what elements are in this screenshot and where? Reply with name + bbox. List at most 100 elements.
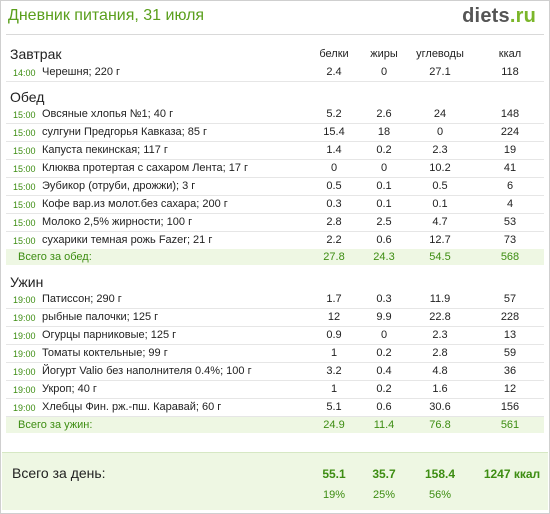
- meal-entry-row[interactable]: 15:00 Клюква протертая с сахаром Лента; 1…: [6, 160, 544, 178]
- dinner-total-label: Всего за ужин:: [18, 419, 93, 431]
- lunch-total-label: Всего за обед:: [18, 251, 92, 263]
- meal-entry-row[interactable]: 15:00 сухарики темная рожь Fazer; 21 г 2.2…: [6, 232, 544, 250]
- entry-name: Патиссон; 290 г: [42, 293, 122, 305]
- entry-protein: 5.2: [326, 108, 342, 120]
- entry-fat: 0.4: [376, 365, 392, 377]
- entry-protein: 0: [330, 162, 338, 174]
- entry-name: Огурцы парниковые; 125 г: [42, 329, 177, 341]
- entry-protein: 12: [327, 311, 341, 323]
- entry-carbs: 10.2: [429, 162, 451, 174]
- entry-name: сухарики темная рожь Fazer; 21 г: [42, 234, 213, 246]
- meal-entry-row[interactable]: 19:00 Укроп; 40 г 1 0.2 1.6 12: [6, 381, 544, 399]
- meal-entry-row[interactable]: 15:00 Овсяные хлопья №1; 40 г 5.2 2.6 24 148: [6, 106, 544, 124]
- entry-kcal: 12: [503, 383, 517, 395]
- meal-entry-row[interactable]: 15:00 Молоко 2,5% жирности; 100 г 2.8 2.5 4.…: [6, 214, 544, 232]
- entry-protein: 0.9: [326, 329, 342, 341]
- entry-fat: 0: [380, 66, 388, 78]
- entry-fat: 0: [380, 162, 388, 174]
- entry-fat: 18: [377, 126, 391, 138]
- entry-kcal: 13: [503, 329, 517, 341]
- entry-time: 15:00: [13, 218, 36, 228]
- entry-protein: 1.4: [326, 144, 342, 156]
- meal-entry-row[interactable]: 19:00 Томаты коктельные; 99 г 1 0.2 2.8 59: [6, 345, 544, 363]
- day-total-label: Всего за день:: [12, 465, 106, 481]
- entry-protein: 2.4: [326, 66, 342, 78]
- dinner-total-carbs: 76.8: [429, 419, 451, 431]
- entry-fat: 0.6: [376, 401, 392, 413]
- section-title-breakfast: Завтрак: [10, 46, 62, 62]
- entry-protein: 1: [330, 383, 338, 395]
- entry-protein: 1: [330, 347, 338, 359]
- entry-protein: 5.1: [326, 401, 342, 413]
- section-title-lunch: Обед: [10, 89, 45, 105]
- entry-time: 15:00: [13, 110, 36, 120]
- entry-fat: 0.3: [376, 293, 392, 305]
- column-header-fat: жиры: [370, 48, 398, 60]
- entry-kcal: 156: [500, 401, 520, 413]
- entry-kcal: 41: [503, 162, 517, 174]
- entry-kcal: 148: [500, 108, 520, 120]
- entry-time: 19:00: [13, 349, 36, 359]
- entry-carbs: 2.3: [432, 144, 448, 156]
- day-summary: Всего за день: 55.1 35.7 158.4 1247 ккал…: [2, 452, 548, 510]
- entry-carbs: 4.7: [432, 216, 448, 228]
- day-total-kcal: 1247 ккал: [483, 467, 541, 481]
- entry-protein: 15.4: [323, 126, 345, 138]
- entry-carbs: 0.5: [432, 180, 448, 192]
- entry-time: 15:00: [13, 200, 36, 210]
- day-total-protein: 55.1: [322, 467, 346, 481]
- entry-kcal: 6: [506, 180, 514, 192]
- lunch-total-carbs: 54.5: [429, 251, 451, 263]
- entry-kcal: 59: [503, 347, 517, 359]
- lunch-total-kcal: 568: [500, 251, 520, 263]
- entry-kcal: 53: [503, 216, 517, 228]
- page-title: Дневник питания, 31 июля: [8, 7, 205, 24]
- entry-kcal: 19: [503, 144, 517, 156]
- entry-name: Капуста пекинская; 117 г: [42, 144, 168, 156]
- day-protein-percent: 19%: [322, 489, 346, 501]
- entry-kcal: 228: [500, 311, 520, 323]
- entry-fat: 0: [380, 329, 388, 341]
- entry-fat: 0.1: [376, 180, 392, 192]
- meal-entry-row[interactable]: 15:00 Капуста пекинская; 117 г 1.4 0.2 2.3 19: [6, 142, 544, 160]
- column-header-protein: белки: [319, 48, 349, 60]
- meal-entry-row[interactable]: 14:00 Черешня; 220 г 2.4 0 27.1 118: [6, 64, 544, 82]
- entry-kcal: 4: [506, 198, 514, 210]
- lunch-total-row: Всего за обед: 27.8 24.3 54.5 568: [6, 249, 544, 265]
- meal-entry-row[interactable]: 15:00 Эубикор (отруби, дрожжи); 3 г 0.5 0.1…: [6, 178, 544, 196]
- entry-time: 19:00: [13, 403, 36, 413]
- entry-name: Эубикор (отруби, дрожжи); 3 г: [42, 180, 196, 192]
- entry-protein: 0.5: [326, 180, 342, 192]
- entry-carbs: 12.7: [429, 234, 451, 246]
- entry-carbs: 0: [436, 126, 444, 138]
- meal-entry-row[interactable]: 19:00 Йогурт Valio без наполнителя 0.4%; …: [6, 363, 544, 381]
- meal-entry-row[interactable]: 19:00 Огурцы парниковые; 125 г 0.9 0 2.3 13: [6, 327, 544, 345]
- day-carbs-percent: 56%: [428, 489, 452, 501]
- entry-carbs: 2.3: [432, 329, 448, 341]
- entry-fat: 0.2: [376, 383, 392, 395]
- meal-entry-row[interactable]: 19:00 Патиссон; 290 г 1.7 0.3 11.9 57: [6, 291, 544, 309]
- meal-entry-row[interactable]: 15:00 сулгуни Предгорья Кавказа; 85 г 15.4…: [6, 124, 544, 142]
- entry-name: Хлебцы Фин. рж.-пш. Каравай; 60 г: [42, 401, 222, 413]
- entry-time: 15:00: [13, 182, 36, 192]
- entry-carbs: 1.6: [432, 383, 448, 395]
- dinner-total-protein: 24.9: [323, 419, 345, 431]
- day-total-fat: 35.7: [372, 467, 396, 481]
- entry-kcal: 224: [500, 126, 520, 138]
- entry-fat: 0.6: [376, 234, 392, 246]
- entry-fat: 0.2: [376, 144, 392, 156]
- site-logo[interactable]: diets.ru: [462, 5, 536, 28]
- meal-entry-row[interactable]: 15:00 Кофе вар.из молот.без сахара; 200 г…: [6, 196, 544, 214]
- entry-name: Укроп; 40 г: [42, 383, 97, 395]
- entry-protein: 1.7: [326, 293, 342, 305]
- entry-carbs: 11.9: [429, 293, 451, 305]
- entry-protein: 2.8: [326, 216, 342, 228]
- entry-fat: 2.6: [376, 108, 392, 120]
- entry-protein: 2.2: [326, 234, 342, 246]
- entry-time: 19:00: [13, 385, 36, 395]
- meal-entry-row[interactable]: 19:00 Хлебцы Фин. рж.-пш. Каравай; 60 г 5.…: [6, 399, 544, 417]
- entry-kcal: 36: [503, 365, 517, 377]
- meal-entry-row[interactable]: 19:00 рыбные палочки; 125 г 12 9.9 22.8 228: [6, 309, 544, 327]
- entry-kcal: 57: [503, 293, 517, 305]
- lunch-total-fat: 24.3: [373, 251, 395, 263]
